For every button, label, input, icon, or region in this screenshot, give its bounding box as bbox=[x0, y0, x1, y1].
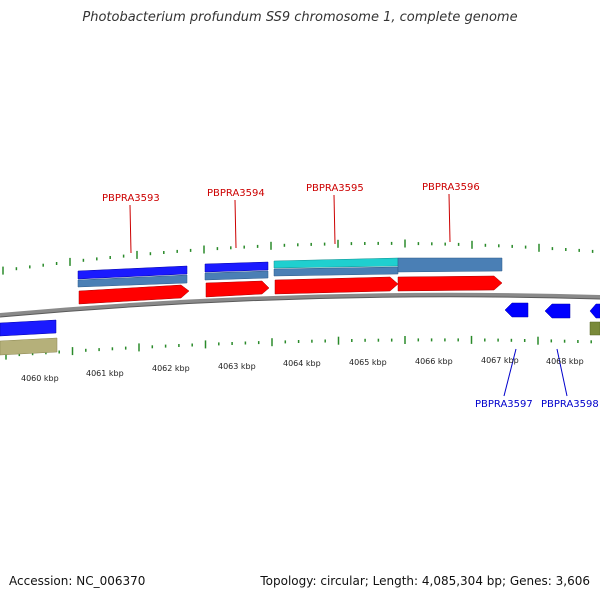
gene-arrow-edge[interactable] bbox=[589, 303, 600, 319]
reverse-gene-track bbox=[504, 302, 600, 319]
cds-subbar-3594[interactable] bbox=[204, 270, 269, 281]
kbp-label: 4066 kbp bbox=[415, 357, 453, 366]
leader-3593 bbox=[129, 204, 132, 254]
forward-gene-track bbox=[78, 275, 503, 305]
outer-tick-ring bbox=[2, 239, 594, 275]
cds-subbar-3593[interactable] bbox=[77, 274, 188, 288]
label-leaders bbox=[129, 193, 568, 397]
gene-label-3595[interactable]: PBPRA3595 bbox=[306, 183, 364, 194]
kbp-label: 4064 kbp bbox=[283, 359, 321, 368]
gene-label-3598[interactable]: PBPRA3598 bbox=[541, 399, 599, 410]
cds-bar-left[interactable] bbox=[0, 319, 57, 337]
cds-bar-3595[interactable] bbox=[273, 257, 399, 269]
olive-bar-right[interactable] bbox=[589, 321, 600, 336]
kbp-label: 4065 kbp bbox=[349, 358, 387, 367]
accession-text: Accession: NC_006370 bbox=[9, 574, 146, 588]
leader-3595 bbox=[333, 194, 336, 245]
gene-labels: PBPRA3593 PBPRA3594 PBPRA3595 PBPRA3596 … bbox=[102, 182, 599, 410]
kbp-label: 4062 kbp bbox=[152, 364, 190, 373]
cds-bar-3594[interactable] bbox=[204, 261, 269, 273]
leader-3598 bbox=[556, 348, 568, 397]
olive-bar-left[interactable] bbox=[0, 337, 58, 356]
gene-arrow-3596[interactable] bbox=[397, 275, 503, 292]
kbp-label: 4060 kbp bbox=[21, 374, 59, 383]
kbp-label: 4063 kbp bbox=[218, 362, 256, 371]
leader-3597 bbox=[503, 348, 517, 397]
kbp-labels: 4060 kbp 4061 kbp 4062 kbp 4063 kbp 4064… bbox=[21, 356, 584, 383]
map-title: Photobacterium profundum SS9 chromosome … bbox=[82, 10, 518, 25]
genome-summary-text: Topology: circular; Length: 4,085,304 bp… bbox=[260, 574, 590, 588]
leader-3594 bbox=[234, 199, 237, 249]
chromosome-backbone-shadow bbox=[0, 296, 600, 318]
chromosome-backbone bbox=[0, 292, 600, 317]
cds-track bbox=[0, 257, 600, 356]
gene-arrow-3595[interactable] bbox=[274, 276, 399, 295]
gene-arrow-3598[interactable] bbox=[544, 303, 571, 319]
gene-arrow-3597[interactable] bbox=[504, 302, 529, 318]
leader-3596 bbox=[448, 193, 451, 243]
kbp-label: 4067 kbp bbox=[481, 356, 519, 365]
gene-arrow-3593[interactable] bbox=[78, 284, 190, 305]
cds-bar-3593[interactable] bbox=[77, 265, 188, 280]
gene-arrow-3594[interactable] bbox=[205, 280, 270, 298]
gene-label-3597[interactable]: PBPRA3597 bbox=[475, 399, 533, 410]
kbp-label: 4068 kbp bbox=[546, 357, 584, 366]
kbp-label: 4061 kbp bbox=[86, 369, 124, 378]
cds-subbar-3595[interactable] bbox=[273, 266, 399, 277]
gene-label-3593[interactable]: PBPRA3593 bbox=[102, 193, 160, 204]
cds-bar-3596[interactable] bbox=[397, 257, 503, 273]
gene-label-3594[interactable]: PBPRA3594 bbox=[207, 188, 265, 199]
gene-label-3596[interactable]: PBPRA3596 bbox=[422, 182, 480, 193]
